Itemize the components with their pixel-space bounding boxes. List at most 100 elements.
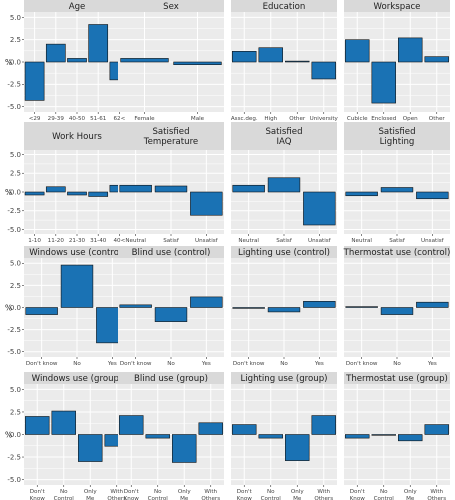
- y-tick-label: 0.0: [10, 188, 21, 196]
- x-tick-label: Yes: [201, 361, 211, 367]
- facet-strip: [118, 0, 224, 12]
- y-axis-title: %: [5, 58, 12, 67]
- x-tick-label: Control: [54, 496, 75, 500]
- bar: [267, 307, 301, 313]
- facet-panel: Windows use (control) Don't know No Yes 5.0 2…: [5, 246, 130, 367]
- y-axis-title: %: [5, 188, 12, 197]
- bar: [67, 191, 87, 196]
- x-tick-label: Only: [84, 489, 98, 495]
- x-tick-label: <29: [29, 116, 41, 122]
- y-tick-label: -2.5: [7, 207, 21, 215]
- x-tick-label: Don't: [30, 489, 46, 495]
- bar: [145, 434, 170, 439]
- x-tick-label: Others: [201, 496, 220, 500]
- facet-panel: EducationAssc.deg.HighschoolOtherUnivers…: [231, 0, 339, 129]
- y-tick-label: 5.0: [10, 386, 21, 394]
- y-tick-label: 5.0: [10, 260, 21, 268]
- x-tick-label: Me: [86, 496, 95, 500]
- bar: [398, 37, 423, 63]
- x-tick-label: 40-50: [69, 116, 86, 122]
- facet-strip: [344, 246, 450, 258]
- y-tick-label: 2.5: [10, 282, 21, 290]
- x-tick-label: Yes: [314, 361, 324, 367]
- x-tick-label: High: [264, 116, 277, 122]
- facet-title: Windows use (control): [29, 248, 125, 258]
- bar: [25, 416, 50, 435]
- x-tick-label: Control: [261, 496, 282, 500]
- facet-title: Lighting use (control): [238, 248, 330, 258]
- x-tick-label: Male: [191, 116, 205, 122]
- bar: [154, 185, 188, 193]
- bar: [380, 187, 414, 193]
- y-tick-label: 5.0: [10, 14, 21, 22]
- facet-title: Temperature: [143, 137, 198, 147]
- bar: [154, 307, 188, 322]
- bar: [424, 56, 449, 63]
- x-tick-label: Me: [293, 496, 302, 500]
- y-tick-label: -5.0: [7, 103, 21, 111]
- y-axis-title: %: [5, 431, 12, 440]
- facet-strip: [344, 122, 450, 150]
- facet-title: Workspace: [374, 2, 421, 12]
- bar: [258, 47, 283, 63]
- x-tick-label: Don't know: [120, 361, 152, 367]
- x-tick-label: No: [380, 489, 388, 495]
- x-tick-label: Don't know: [346, 361, 378, 367]
- x-tick-label: Only: [404, 489, 418, 495]
- bar: [371, 434, 396, 436]
- bar: [345, 306, 378, 308]
- y-tick-label: 2.5: [10, 36, 21, 44]
- y-tick-label: -5.0: [7, 476, 21, 484]
- x-tick-label: Satisf: [276, 238, 293, 244]
- x-tick-label: Others: [427, 496, 446, 500]
- bar: [424, 424, 449, 435]
- bar: [416, 191, 449, 200]
- x-tick-label: With: [204, 489, 217, 495]
- x-tick-label: 31-40: [90, 238, 107, 244]
- facet-panel: Thermostat use (control) Don't know No Yes: [343, 246, 450, 367]
- x-tick-label: Cubicle: [347, 116, 368, 122]
- bar: [371, 61, 396, 104]
- x-tick-label: 62<: [113, 116, 125, 122]
- facet-title: Education: [263, 2, 306, 12]
- bar: [45, 186, 66, 193]
- x-tick-label: Neutral: [238, 238, 259, 244]
- x-tick-label: No: [154, 489, 162, 495]
- x-tick-label: Only: [291, 489, 305, 495]
- bar: [267, 177, 301, 193]
- facet-title: Satisfied: [152, 127, 189, 137]
- x-tick-label: Don't know: [233, 361, 265, 367]
- x-tick-label: Control: [374, 496, 395, 500]
- bar: [120, 58, 169, 63]
- bar: [78, 434, 103, 462]
- x-tick-label: 51-61: [90, 116, 107, 122]
- x-tick-label: Unsatisf: [195, 238, 219, 244]
- x-tick-label: Only: [178, 489, 192, 495]
- facet-title: Windows use (group): [32, 374, 123, 384]
- facet-title: Satisfied: [378, 127, 415, 137]
- bar: [285, 434, 310, 461]
- facet-strip: [344, 0, 450, 12]
- bar: [60, 264, 94, 308]
- bar: [232, 50, 257, 63]
- facet-panel: WorkspaceCubicleEnclosedOpenSpaceOther: [344, 0, 450, 129]
- x-tick-label: Other: [289, 116, 306, 122]
- facet-strip: [24, 122, 130, 150]
- facet-strip: [118, 246, 224, 258]
- x-tick-label: No: [267, 489, 275, 495]
- x-tick-label: Enclosed: [371, 116, 396, 122]
- x-tick-label: 1-10: [28, 238, 41, 244]
- x-tick-label: Don't know: [26, 361, 58, 367]
- facet-strip: [118, 372, 224, 384]
- x-tick-label: With: [110, 489, 123, 495]
- x-tick-label: 11-20: [48, 238, 65, 244]
- bar: [24, 191, 45, 196]
- facet-title: Lighting: [380, 137, 415, 147]
- facet-title: Sex: [163, 2, 179, 12]
- facet-strip: [231, 122, 337, 150]
- bar: [119, 304, 152, 308]
- facet-panel: Blind use (control) Don't know No Yes: [118, 246, 224, 367]
